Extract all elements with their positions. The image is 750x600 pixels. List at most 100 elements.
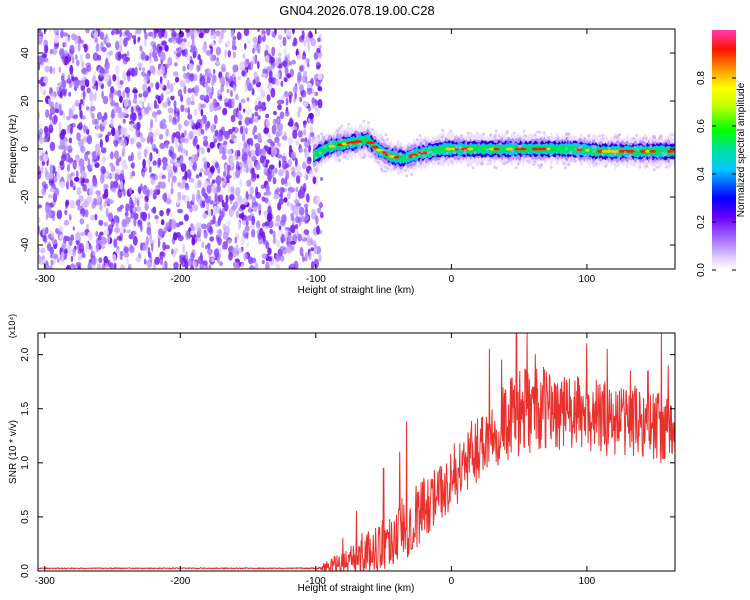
noise-cell [256, 60, 260, 70]
ridge-scatter-cell [578, 146, 581, 150]
noise-cell [263, 237, 266, 243]
noise-cell [142, 91, 149, 98]
ridge-scatter-cell [613, 135, 617, 139]
noise-cell [277, 52, 282, 57]
ridge-scatter-cell [547, 136, 550, 140]
noise-cell [47, 233, 52, 239]
noise-cell [310, 247, 315, 252]
noise-cell [40, 165, 44, 175]
noise-cell [137, 219, 143, 226]
noise-cell [251, 229, 256, 238]
noise-cell [228, 251, 233, 261]
noise-cell [199, 168, 204, 173]
noise-cell [42, 235, 47, 242]
noise-cell [160, 51, 166, 61]
noise-cell [248, 150, 252, 158]
noise-cell [207, 208, 212, 218]
ridge-core-cell [493, 147, 500, 151]
noise-cell [59, 132, 65, 140]
noise-cell [104, 171, 108, 179]
noise-cell [257, 132, 262, 142]
spectrogram-x-axis: -300 -200 -100 0 100 [35, 29, 596, 285]
noise-cell [117, 106, 122, 114]
noise-cell [111, 127, 116, 137]
noise-cell [235, 93, 239, 101]
ridge-scatter-cell [362, 144, 366, 148]
noise-cell [211, 86, 214, 95]
noise-cell [151, 239, 155, 245]
ridge-scatter-cell [386, 137, 389, 141]
noise-cell [78, 102, 82, 111]
ridge-scatter-cell [518, 144, 522, 148]
noise-cell [305, 207, 308, 217]
ridge-scatter-cell [382, 138, 386, 142]
noise-cell [99, 31, 105, 41]
noise-cell [64, 59, 70, 65]
noise-cell [135, 256, 141, 263]
noise-cell [208, 72, 213, 78]
noise-cell [89, 245, 94, 251]
noise-cell [242, 152, 248, 163]
noise-cell [187, 107, 190, 115]
noise-cell [95, 230, 99, 237]
noise-cell [147, 212, 151, 220]
noise-cell [293, 98, 296, 103]
noise-cell [133, 97, 137, 102]
noise-cell [161, 92, 164, 101]
noise-cell [295, 186, 299, 193]
noise-cell [81, 252, 86, 259]
noise-cell [222, 107, 228, 116]
ridge-scatter-cell [651, 141, 655, 145]
noise-cell [137, 62, 143, 68]
noise-cell [301, 55, 307, 60]
noise-cell [242, 53, 246, 59]
noise-cell [132, 87, 137, 93]
noise-cell [48, 124, 54, 134]
noise-cell [316, 47, 321, 54]
noise-cell [60, 181, 65, 189]
noise-cell [314, 91, 319, 97]
noise-cell [92, 250, 97, 256]
noise-cell [317, 37, 321, 43]
noise-cell [149, 64, 155, 74]
noise-cell [154, 115, 158, 123]
noise-cell [127, 74, 131, 82]
noise-cell [91, 29, 95, 36]
noise-cell [253, 71, 258, 79]
ridge-scatter-cell [645, 164, 649, 168]
noise-cell [212, 68, 216, 75]
noise-cell [158, 133, 164, 140]
noise-cell [251, 113, 255, 119]
spectrogram-y-tick-label: -40 [20, 237, 31, 252]
noise-cell [145, 236, 149, 246]
noise-cell [136, 141, 142, 148]
ridge-scatter-cell [381, 169, 385, 173]
noise-cell [234, 236, 238, 244]
noise-cell [303, 172, 307, 179]
ridge-core-cell [649, 150, 656, 153]
noise-cell [175, 131, 181, 139]
noise-cell [52, 212, 55, 222]
noise-cell [313, 227, 317, 235]
noise-cell [215, 192, 219, 200]
noise-cell [104, 262, 109, 269]
noise-cell [57, 165, 61, 173]
noise-cell [204, 123, 208, 131]
noise-cell [295, 192, 298, 200]
noise-cell [196, 221, 202, 228]
noise-cell [38, 216, 41, 224]
noise-cell [274, 78, 280, 86]
noise-cell [176, 196, 180, 206]
noise-cell [265, 44, 269, 50]
noise-cell [153, 99, 157, 109]
noise-cell [249, 117, 254, 125]
ridge-core-cell [352, 140, 363, 144]
noise-cell [246, 231, 249, 240]
noise-cell [103, 73, 110, 82]
noise-cell [314, 243, 317, 250]
ridge-scatter-cell [493, 135, 497, 139]
noise-cell [94, 37, 99, 44]
noise-cell [240, 98, 246, 104]
ridge-scatter-cell [454, 145, 458, 149]
noise-cell [240, 204, 246, 210]
